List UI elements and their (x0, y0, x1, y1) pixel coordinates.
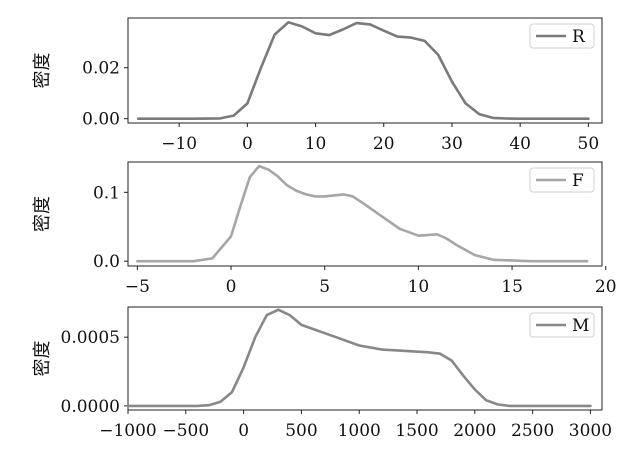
y-tick-label: 0.0 (93, 252, 120, 272)
x-tick-label: 0 (238, 421, 249, 441)
density-panel-1: −10 0 10 20 30 40 50 0.00 0.02 密度 R (32, 17, 603, 154)
plot-frame (127, 17, 603, 124)
x-tick-label: 2000 (453, 421, 496, 441)
x-tick-label: 20 (595, 277, 617, 297)
y-axis-label: 密度 (32, 196, 53, 232)
y-tick-label: 0.0000 (61, 397, 120, 417)
y-tick-label: 0.02 (82, 59, 120, 79)
x-tick-label: 3000 (569, 421, 612, 441)
x-tick-label: 1000 (338, 421, 381, 441)
x-tick-label: 10 (408, 277, 430, 297)
x-tick-label: 20 (373, 134, 395, 154)
y-tick-label: 0.1 (93, 183, 120, 203)
x-tick-label: 10 (305, 134, 327, 154)
series-line-R (136, 21, 590, 120)
y-axis-label: 密度 (32, 341, 53, 377)
x-tick-label: 30 (441, 134, 463, 154)
x-tick-label: 500 (285, 421, 317, 441)
x-tick-label: 0 (242, 134, 253, 154)
legend-label: M (572, 316, 589, 336)
plot-frame (127, 306, 603, 411)
x-tick-label: 15 (501, 277, 523, 297)
x-tick-label: −10 (161, 134, 197, 154)
plot-frame (127, 161, 603, 267)
x-tick-label: −500 (162, 421, 209, 441)
x-tick-label: −1000 (99, 421, 157, 441)
density-panel-3: −1000 −500 0 500 1000 1500 2000 2500 3000 0.0000 0… (32, 306, 612, 441)
x-tick-label: 2500 (511, 421, 554, 441)
x-tick-label: 1500 (395, 421, 438, 441)
density-panel-2: −5 0 5 10 15 20 0.0 0.1 密度 F (32, 161, 617, 297)
legend-label: R (572, 27, 586, 47)
legend-label: F (572, 171, 584, 191)
legend: R (529, 23, 595, 49)
x-tick-label: −5 (125, 277, 150, 297)
y-axis-label: 密度 (32, 53, 53, 89)
x-tick-label: 0 (226, 277, 237, 297)
y-tick-label: 0.0005 (61, 328, 120, 348)
x-tick-label: 40 (509, 134, 531, 154)
legend: M (529, 312, 595, 338)
y-tick-label: 0.00 (82, 110, 120, 130)
x-tick-label: 50 (578, 134, 600, 154)
x-tick-label: 5 (319, 277, 330, 297)
series-line-M (126, 308, 592, 408)
legend: F (529, 167, 595, 193)
series-line-F (136, 164, 589, 263)
